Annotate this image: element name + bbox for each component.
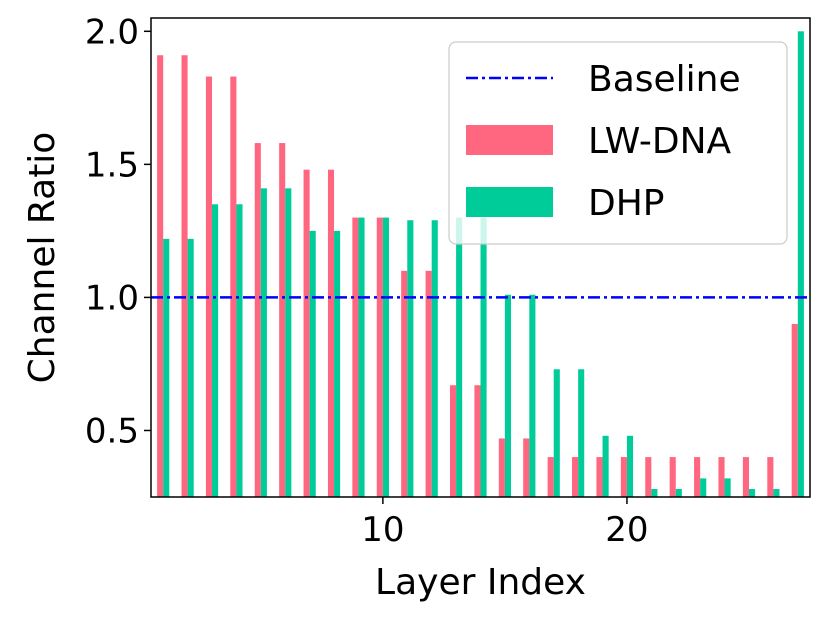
bar-dhp [602,435,609,497]
bar-dhp [651,489,658,497]
bar-lw-dna [474,385,481,497]
bar-dhp [748,489,756,497]
bar-lw-dna [596,457,603,497]
bar-lw-dna [254,143,261,497]
x-tick-label: 20 [605,510,648,550]
bar-lw-dna [401,270,408,497]
bar-dhp [626,435,634,497]
bar-lw-dna [425,270,432,497]
bar-dhp [309,230,316,497]
bar-lw-dna [645,457,652,497]
bar-dhp [334,230,341,497]
bar-dhp [358,217,365,497]
bar-lw-dna [791,324,798,497]
bar-lw-dna [694,457,701,497]
bar-lw-dna [230,76,237,497]
bar-dhp [285,188,292,497]
bar-lw-dna [279,143,286,497]
bar-lw-dna [547,457,554,497]
bar-dhp [407,220,414,498]
bar-dhp [456,217,463,497]
bar-dhp [724,478,731,497]
x-axis-label: Layer Index [375,562,586,603]
bar-dhp [504,294,512,497]
bar-lw-dna [449,385,457,497]
plot-frame [150,17,811,498]
bar-dhp [700,478,707,497]
bar-lw-dna [205,76,213,497]
bar-lw-dna [352,217,359,497]
bar-dhp [212,204,219,497]
bar-lw-dna [303,169,310,497]
bar-lw-dna [572,457,579,497]
bar-lw-dna [718,457,725,497]
legend-label-lw-dna: LW-DNA [588,121,732,162]
bar-dhp [773,489,780,497]
bar-lw-dna [523,438,530,497]
legend: Baseline LW-DNA DHP [448,41,788,245]
legend-label-dhp: DHP [588,183,665,224]
bar-dhp [260,188,267,497]
bar-dhp [578,369,585,497]
bar-lw-dna [157,55,164,497]
bar-lw-dna [376,217,383,497]
y-axis-label: Channel Ratio [22,132,63,384]
bar-dhp [163,238,170,497]
bar-layer [157,31,804,498]
y-tick-label: 1.0 [85,278,139,318]
x-tick-label: 10 [361,510,404,550]
bar-lw-dna [620,457,627,497]
bar-dhp [675,489,682,497]
bar-dhp [236,204,243,497]
bar-lw-dna [181,55,188,497]
bar-dhp [382,217,389,497]
bar-dhp [529,294,536,497]
bar-lw-dna [767,457,774,497]
legend-swatch-dhp [466,187,553,217]
bar-dhp [553,369,560,497]
y-tick-label: 1.5 [85,145,139,185]
bar-dhp [480,217,487,497]
bar-lw-dna [498,438,505,497]
bar-lw-dna [669,457,676,497]
y-tick-label: 2.0 [85,12,139,52]
bar-lw-dna [742,457,749,497]
legend-swatch-lw-dna [466,125,553,155]
tick-layer: 10 20 0.5 1.0 1.5 2.0 [85,12,649,550]
bar-dhp [431,220,438,498]
bar-lw-dna [327,169,335,497]
bar-dhp [187,238,194,497]
bar-dhp [797,31,804,498]
legend-label-baseline: Baseline [588,59,741,100]
y-tick-label: 0.5 [85,411,139,451]
